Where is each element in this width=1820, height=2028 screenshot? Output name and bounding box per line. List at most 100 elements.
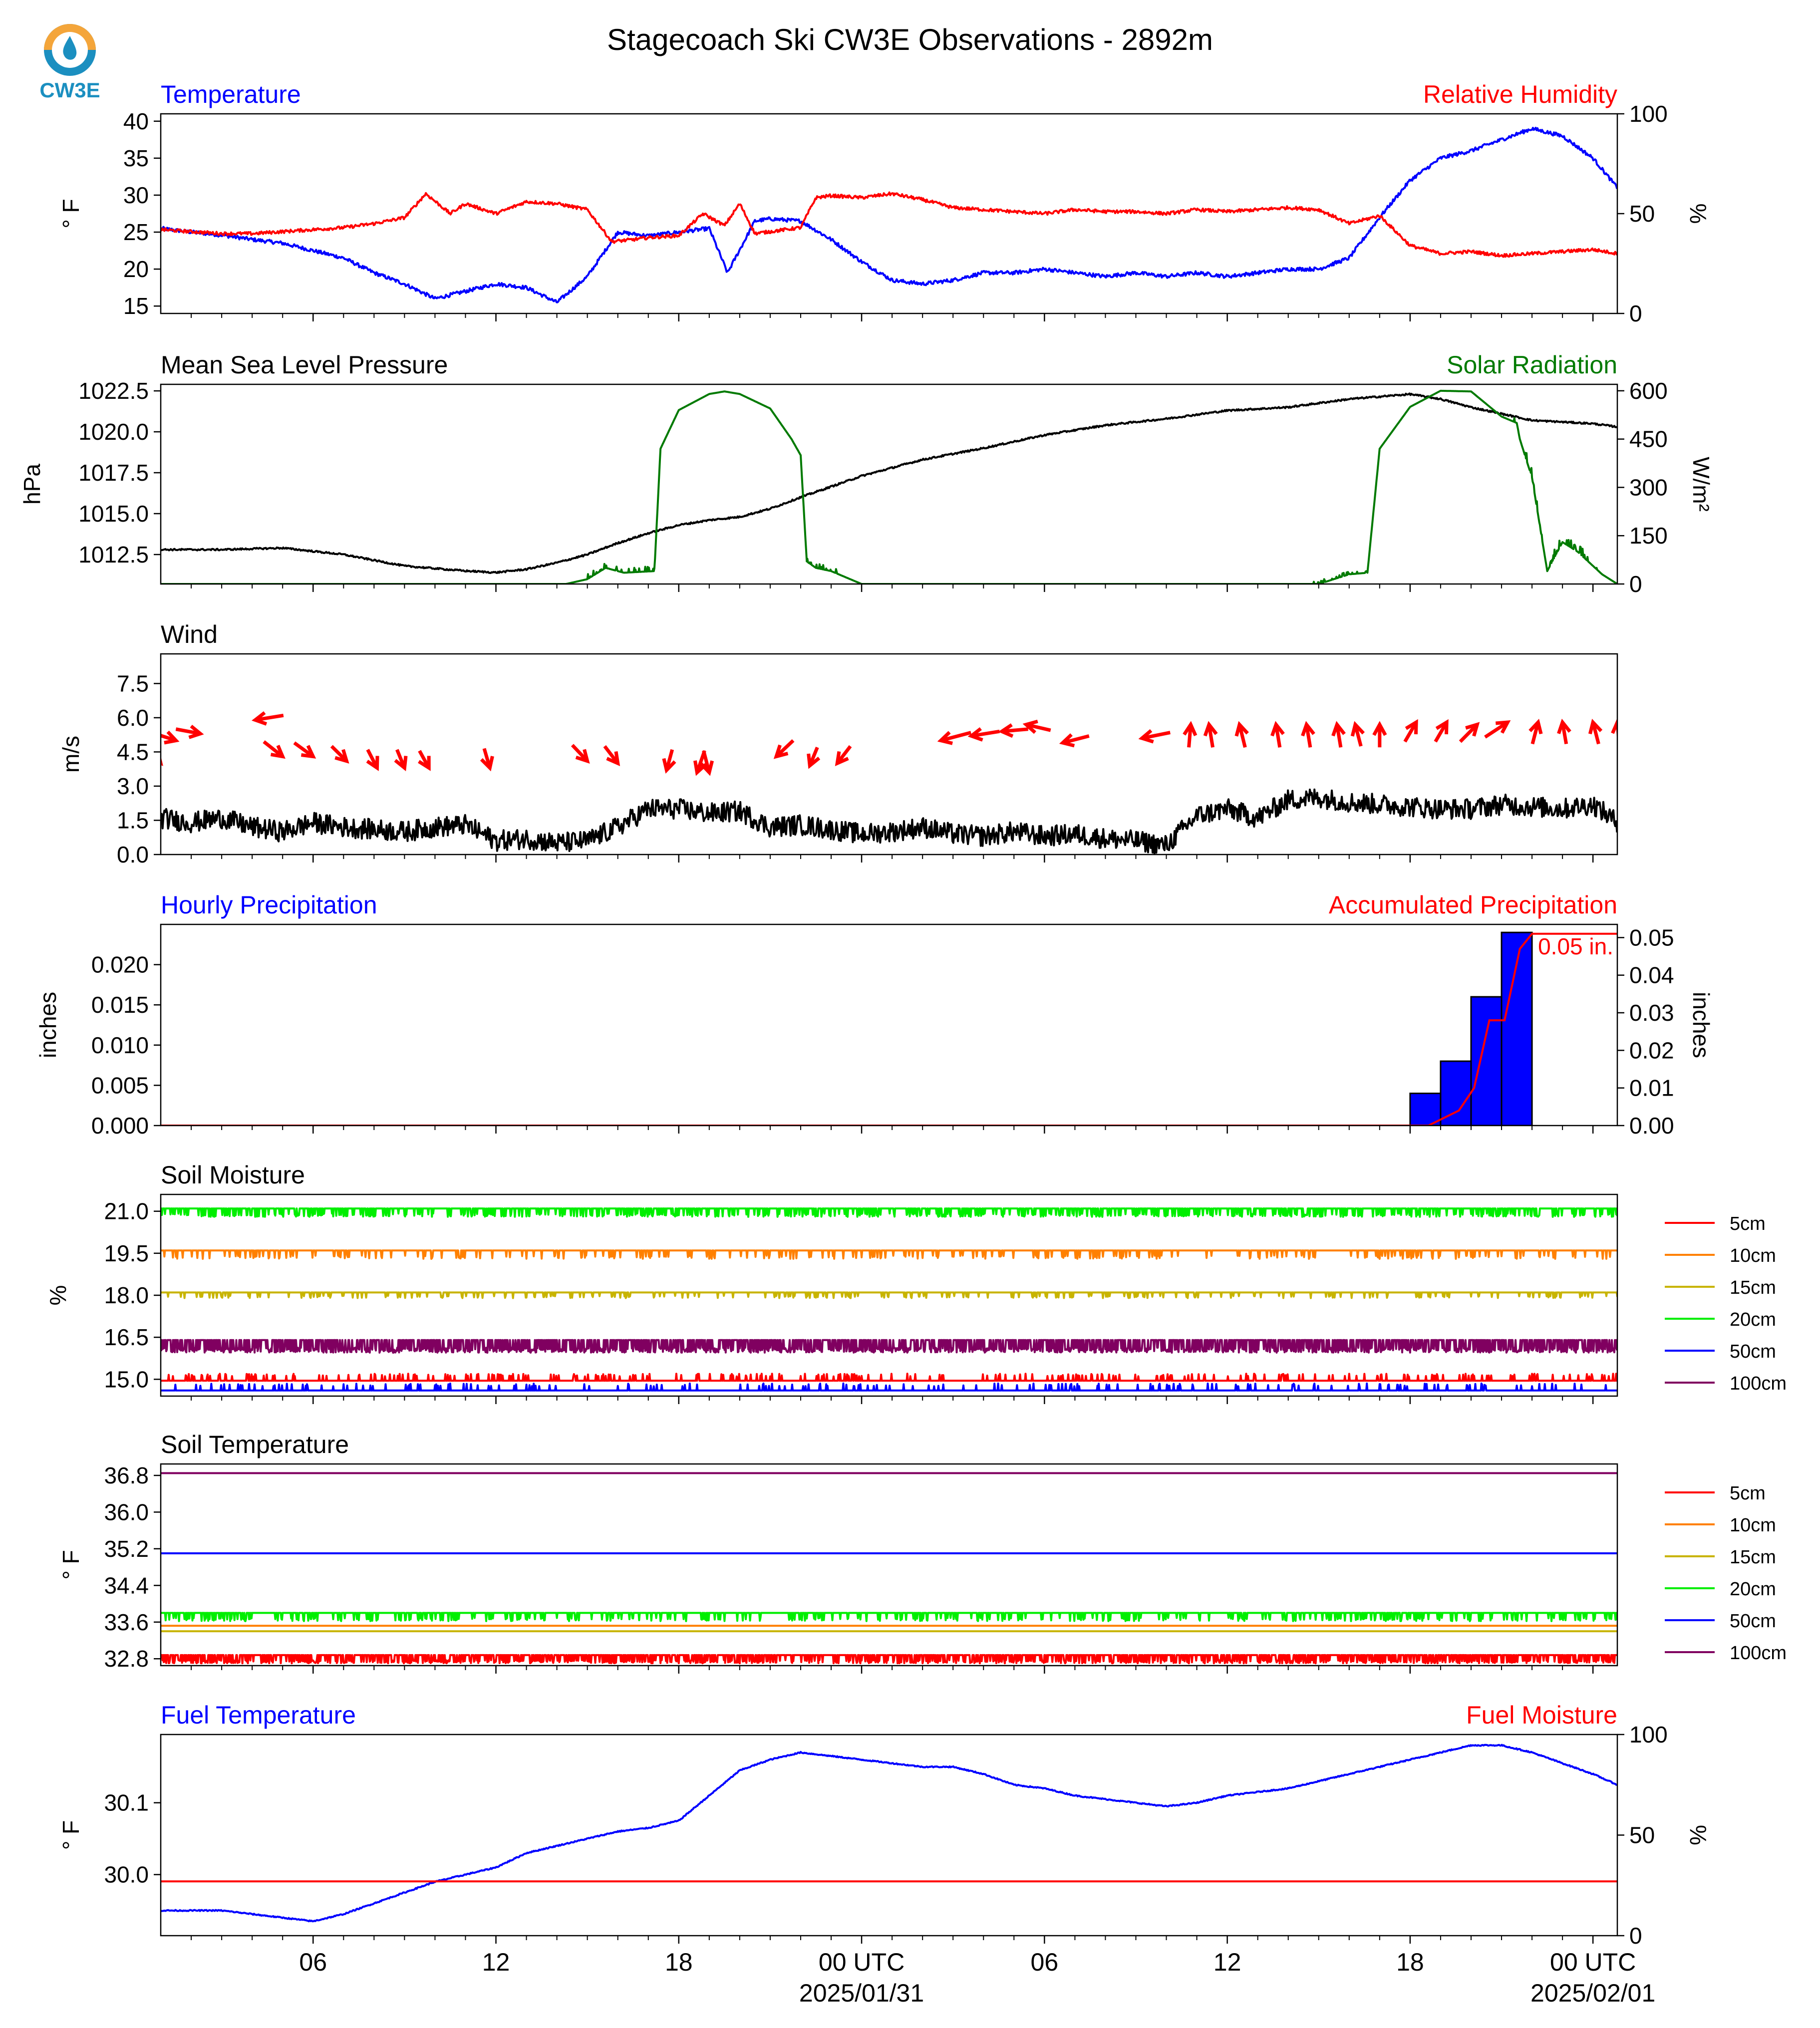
- wind-arrow: [1591, 722, 1600, 745]
- y-tick-label: 25: [123, 219, 149, 245]
- x-tick-label: 12: [1213, 1948, 1241, 1976]
- x-tick-label: 06: [1031, 1948, 1059, 1976]
- legend-label: 50cm: [1730, 1341, 1776, 1362]
- panel-right-title: Solar Radiation: [1447, 351, 1617, 379]
- panel-right-title: Accumulated Precipitation: [1329, 891, 1617, 919]
- wind-arrow: [1187, 724, 1193, 748]
- y-tick-label: 35.2: [104, 1536, 149, 1562]
- wind-arrow-head: [418, 756, 431, 771]
- wind-arrow-head: [937, 731, 953, 745]
- x-date-label: 2025/01/31: [799, 1979, 924, 2007]
- y-tick-label: 0.0: [117, 842, 149, 868]
- logo-text: CW3E: [39, 78, 100, 102]
- y-tick-label: 3.0: [117, 773, 149, 799]
- wind-arrow: [971, 729, 1000, 738]
- wind-arrow: [1335, 724, 1343, 748]
- y2-tick-label: 0.03: [1629, 1000, 1674, 1026]
- y2-tick-label: 50: [1629, 1822, 1655, 1848]
- wind-arrow-head: [270, 745, 286, 759]
- panel-frame: [160, 1463, 1618, 1667]
- y-axis-label: ° F: [58, 1820, 84, 1850]
- wind-arrow: [161, 733, 177, 742]
- y2-tick-label: 0.04: [1629, 962, 1674, 988]
- wind-arrow: [1062, 734, 1090, 745]
- y2-axis-label: W/m²: [1688, 457, 1714, 512]
- wind-arrow: [571, 744, 589, 763]
- wind-arrow: [255, 713, 284, 722]
- y2-tick-label: 50: [1629, 201, 1655, 227]
- y2-tick-label: 0.00: [1629, 1113, 1674, 1139]
- panel-frame: [160, 653, 1618, 856]
- wind-arrow-head: [662, 758, 676, 774]
- panel-left-title: Mean Sea Level Pressure: [161, 351, 448, 379]
- wind-arrow-head: [301, 745, 316, 759]
- wind-arrow-head: [1203, 721, 1218, 737]
- wind-arrow-head: [967, 727, 983, 742]
- x-tick-label: 00 UTC: [819, 1948, 905, 1976]
- panel-6: Soil Temperature 32.8 33.6 34.4 35.2 36.0 36.8…: [58, 1431, 1787, 1674]
- panel-left-title: Soil Moisture: [161, 1161, 305, 1189]
- panels: Temperature Relative Humidity 15 20 25 30 35 40…: [19, 80, 1787, 1949]
- panel-left-title: Temperature: [161, 80, 301, 108]
- legend-label: 15cm: [1730, 1547, 1776, 1568]
- y-tick-label: 30.1: [104, 1790, 149, 1816]
- wind-arrow: [1025, 723, 1051, 732]
- y2-tick-label: 450: [1629, 426, 1668, 452]
- panel-1: Temperature Relative Humidity 15 20 25 30 35 40…: [58, 80, 1711, 326]
- wind-arrow-head: [394, 756, 408, 772]
- y-tick-label: 20: [123, 256, 149, 282]
- panel-frame: [160, 923, 1618, 1127]
- wind-arrow-head: [1350, 721, 1365, 737]
- accumulated-precip-line: [161, 932, 1617, 1126]
- y-tick-label: 21.0: [104, 1198, 149, 1224]
- y2-tick-label: 0.05: [1629, 924, 1674, 950]
- legend-label: 10cm: [1730, 1515, 1776, 1536]
- y-tick-label: 1.5: [117, 807, 149, 833]
- y2-tick-label: 600: [1629, 378, 1668, 404]
- wind-arrow: [1237, 724, 1247, 748]
- wind-arrow-head: [1234, 721, 1249, 737]
- cw3e-logo: CW3E: [39, 24, 100, 102]
- wind-arrow: [1304, 724, 1312, 748]
- y-tick-label: 33.6: [104, 1609, 149, 1635]
- wind-arrow: [293, 741, 314, 758]
- series-line: [161, 1743, 1617, 1923]
- wind-arrow-head: [1588, 718, 1603, 735]
- precip-bar: [1470, 996, 1503, 1126]
- y-tick-label: 36.8: [104, 1462, 149, 1488]
- wind-arrow-head: [480, 756, 494, 772]
- y2-tick-label: 0: [1629, 571, 1642, 597]
- wind-arrow-head: [334, 749, 349, 764]
- series-line-5cm: [161, 1654, 1617, 1665]
- y2-axis-label: inches: [1688, 992, 1714, 1058]
- wind-arrow-head: [188, 725, 204, 739]
- wind-arrow-head: [773, 744, 789, 759]
- y2-axis-label: %: [1685, 204, 1711, 224]
- legend-label: 10cm: [1730, 1245, 1776, 1266]
- series-line: [161, 127, 1617, 303]
- wind-arrow: [1484, 721, 1509, 739]
- legend-label: 100cm: [1730, 1643, 1787, 1664]
- y2-tick-label: 0.01: [1629, 1075, 1674, 1101]
- y-tick-label: 16.5: [104, 1324, 149, 1350]
- panel-7: Fuel Temperature Fuel Moisture 30.0 30.1 ° F…: [58, 1701, 1711, 1949]
- x-tick-label: 12: [482, 1948, 510, 1976]
- series-line-10cm: [161, 1249, 1617, 1260]
- wind-arrow: [1353, 724, 1363, 747]
- plot-area: [161, 1743, 1617, 1923]
- wind-arrow-head: [1301, 721, 1315, 737]
- legend-label: 20cm: [1730, 1579, 1776, 1600]
- x-tick-label: 06: [299, 1948, 327, 1976]
- y-tick-label: 1017.5: [78, 460, 149, 486]
- wind-arrow-head: [164, 730, 180, 745]
- y2-tick-label: 100: [1629, 1722, 1668, 1747]
- y-axis-label: hPa: [19, 464, 45, 505]
- x-axis-labels: 06 12 18 00 UTC 06 12 18 00 UTC 2025/01/31 2025/0…: [299, 1948, 1655, 2007]
- wind-arrow-head: [835, 751, 849, 767]
- legend-label: 50cm: [1730, 1611, 1776, 1632]
- y-tick-label: 0.005: [91, 1072, 149, 1098]
- y-axis-label: m/s: [58, 736, 84, 773]
- panel-frame: [160, 383, 1618, 585]
- plot-area: [161, 127, 1617, 303]
